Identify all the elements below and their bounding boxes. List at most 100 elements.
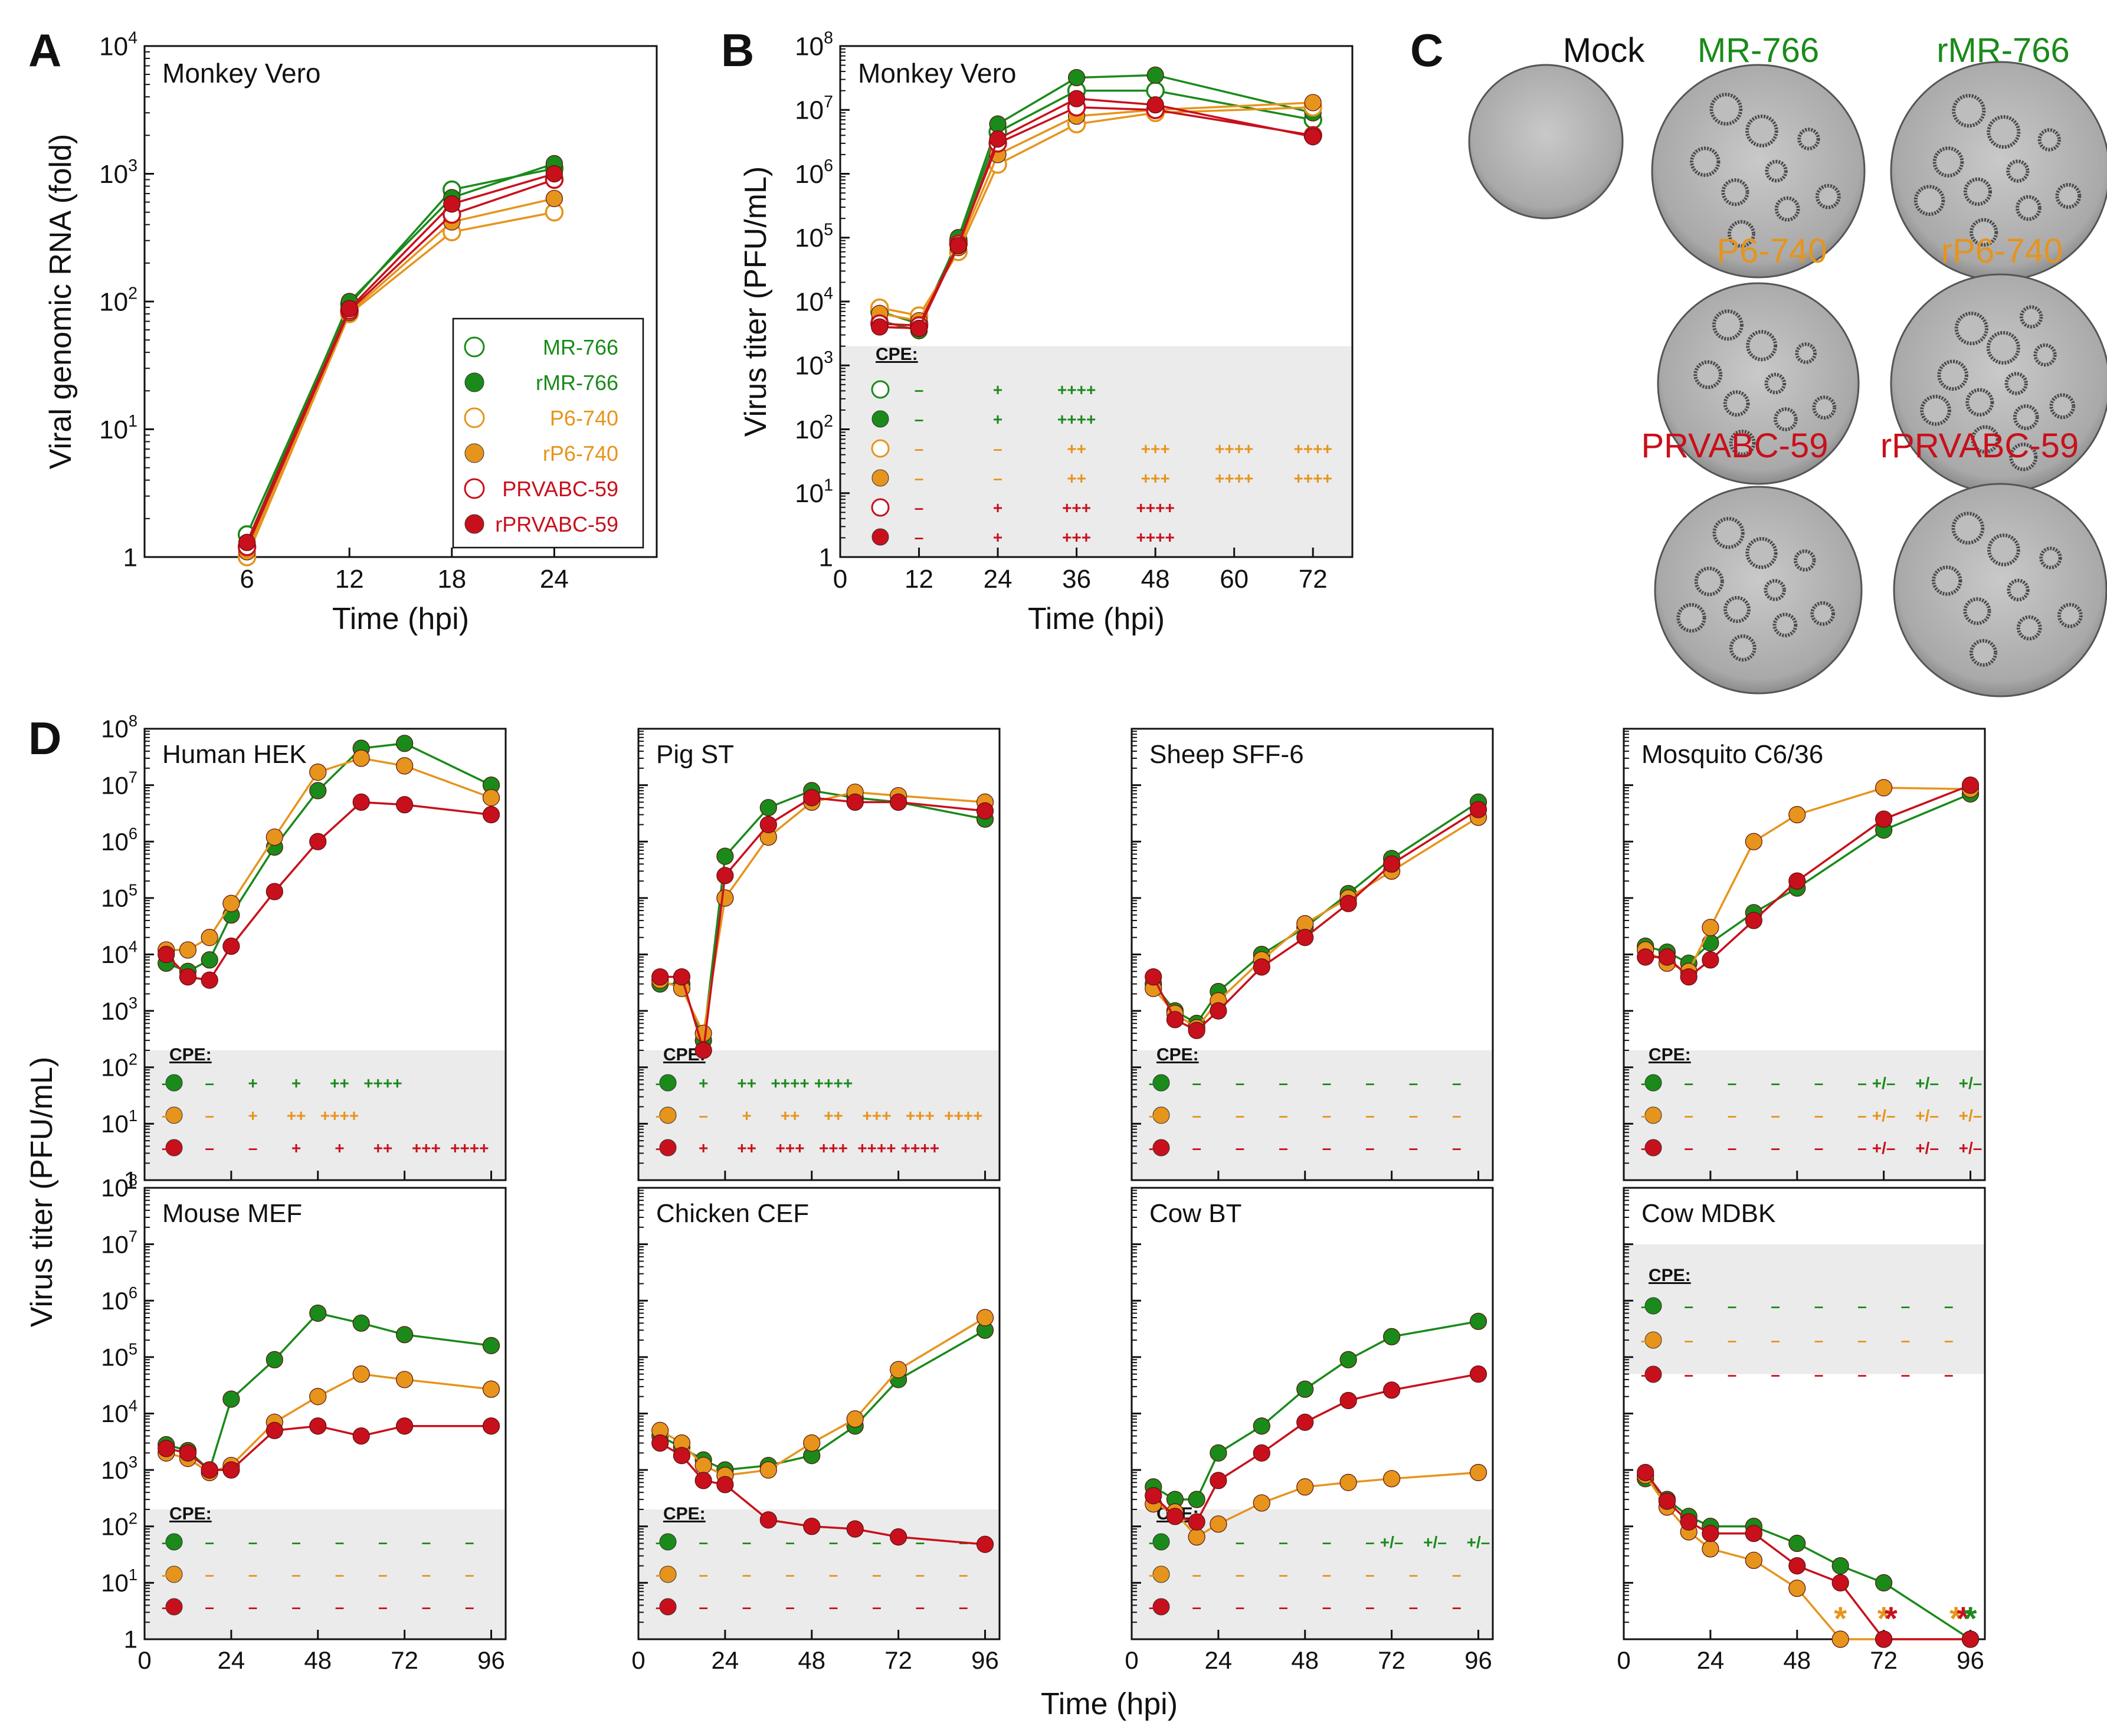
x-tick-label: 24 (712, 1646, 739, 1674)
series-line-P6-740 (659, 1316, 986, 1477)
series-line-P6-740 (660, 791, 985, 1037)
cpe-band (145, 1050, 505, 1180)
cpe-marker (1152, 1565, 1170, 1583)
plaque-spot (1815, 184, 1841, 209)
data-point (1469, 1463, 1487, 1482)
cpe-mark: +++ (906, 1106, 935, 1125)
plaque-spot (1774, 196, 1800, 222)
plaque-spot (1693, 360, 1723, 389)
cpe-marker (1644, 1365, 1662, 1383)
cpe-marker (1152, 1139, 1170, 1157)
data-point (1339, 895, 1357, 912)
data-point (1188, 1513, 1205, 1531)
plaque-spot (2006, 159, 2030, 183)
data-point (1702, 951, 1719, 969)
cpe-mark: – (1771, 1139, 1780, 1157)
cpe-mark: – (829, 1598, 838, 1616)
cpe-marker (871, 469, 889, 487)
significance-asterisk: * (1957, 1600, 1970, 1637)
subplot-title: Mosquito C6/36 (1641, 740, 1823, 769)
cpe-mark: ++++ (363, 1074, 402, 1092)
x-tick-label: 48 (798, 1646, 825, 1674)
cpe-mark: – (1409, 1565, 1418, 1584)
cpe-mark: – (1814, 1331, 1824, 1350)
plaque-dish: rP6-740 (1890, 232, 2107, 494)
cpe-label: CPE: (663, 1504, 706, 1524)
cpe-mark: – (785, 1533, 795, 1551)
data-point (1188, 1528, 1205, 1546)
cpe-mark: – (1279, 1106, 1288, 1125)
y-tick-label: 104 (101, 1396, 137, 1427)
legend-label: PRVABC-59 (502, 477, 618, 501)
data-point (1253, 1444, 1270, 1462)
plaque-spot (1812, 395, 1837, 420)
cpe-mark: – (1365, 1106, 1375, 1125)
cpe-mark: – (656, 1598, 665, 1616)
plaque-spot (1694, 566, 1724, 597)
cpe-mark: ++++ (1057, 410, 1096, 428)
cpe-mark: – (205, 1139, 214, 1157)
cpe-mark: – (1192, 1565, 1201, 1584)
significance-asterisk: * (1949, 1600, 1962, 1637)
plaque-label: MR-766 (1698, 31, 1819, 70)
y-tick-label: 101 (101, 1106, 137, 1138)
cpe-mark: +/– (1915, 1106, 1939, 1125)
x-tick-label: 24 (540, 565, 569, 594)
data-point (352, 749, 370, 767)
cpe-mark: – (1322, 1074, 1332, 1092)
cpe-mark: – (1857, 1331, 1867, 1350)
cpe-mark: – (291, 1598, 301, 1616)
panel-C-plaques: Mock MR-766 rMR-766 P6-740 rP6-740 PRVABC-59 r… (1468, 31, 2107, 697)
x-tick-label: 24 (1697, 1646, 1725, 1674)
data-point (545, 189, 563, 208)
data-point (1210, 1444, 1227, 1462)
plaque-spot (1709, 93, 1743, 126)
cpe-mark: – (1149, 1565, 1158, 1584)
cpe-mark: – (248, 1565, 258, 1584)
plaque-spot (1764, 372, 1787, 395)
subplot-title: Sheep SFF-6 (1149, 740, 1304, 769)
legend-label: rP6-740 (543, 441, 618, 466)
cpe-mark: – (1728, 1331, 1737, 1350)
data-point (651, 968, 669, 986)
cpe-mark: ++ (1067, 440, 1086, 458)
cpe-marker (165, 1139, 183, 1157)
data-point (1788, 1534, 1806, 1552)
cpe-mark: – (1684, 1106, 1693, 1125)
series-line-rP6-740 (245, 197, 555, 552)
data-point (1637, 948, 1654, 966)
cpe-mark: – (1365, 1074, 1375, 1092)
cpe-marker (659, 1598, 677, 1616)
cpe-mark: – (1728, 1139, 1737, 1157)
cpe-mark: ++++ (857, 1139, 896, 1157)
cpe-band (145, 1509, 505, 1639)
cpe-mark: – (1641, 1139, 1650, 1157)
data-point (716, 867, 734, 885)
cpe-mark: – (1192, 1598, 1201, 1616)
plaque-label: rPRVABC-59 (1880, 427, 2079, 465)
cpe-mark: ++++ (320, 1106, 359, 1125)
cpe-mark: – (1641, 1074, 1650, 1092)
data-point (1068, 68, 1086, 87)
cpe-mark: + (248, 1106, 257, 1125)
y-tick-label: 104 (101, 937, 137, 968)
cpe-mark: – (1452, 1074, 1462, 1092)
plaque-spot (1729, 430, 1756, 456)
data-point (1210, 1002, 1227, 1020)
plaque-spot (1745, 114, 1778, 148)
plaque-spot (1986, 330, 2020, 365)
cpe-band (1624, 1050, 1984, 1180)
cpe-mark: – (1857, 1297, 1867, 1315)
cpe-mark: ++++ (901, 1139, 939, 1157)
cpe-mark: + (993, 528, 1002, 546)
cpe-marker (659, 1074, 677, 1092)
data-point (1166, 1508, 1184, 1525)
plaque-spot (1987, 115, 2021, 149)
cpe-mark: – (465, 1598, 474, 1616)
data-point (396, 1326, 414, 1344)
plaque-spot (1729, 634, 1757, 662)
data-point (1210, 1515, 1227, 1533)
cpe-mark: ++ (373, 1139, 393, 1157)
cpe-mark: – (1452, 1598, 1462, 1616)
cpe-mark: ++++ (1294, 469, 1332, 487)
